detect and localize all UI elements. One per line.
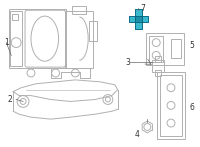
Text: 2: 2 <box>8 95 13 104</box>
Bar <box>149 36 163 62</box>
Text: 4: 4 <box>135 130 140 139</box>
Bar <box>152 60 164 72</box>
Text: 7: 7 <box>140 4 145 13</box>
Text: 3: 3 <box>125 58 130 67</box>
Bar <box>135 16 142 22</box>
Bar <box>157 72 185 139</box>
Bar <box>135 9 142 29</box>
Bar <box>129 16 148 22</box>
Bar <box>160 75 182 136</box>
Bar <box>171 39 181 58</box>
Bar <box>89 21 97 41</box>
Bar <box>12 14 18 20</box>
Bar <box>155 56 161 62</box>
Bar <box>135 9 142 29</box>
Text: 6: 6 <box>189 103 194 112</box>
Text: 5: 5 <box>189 41 194 50</box>
Bar <box>65 11 93 68</box>
Bar <box>129 16 148 22</box>
Bar <box>9 9 66 68</box>
Bar <box>72 6 86 14</box>
Bar <box>146 33 184 65</box>
Text: 1: 1 <box>4 38 9 47</box>
Bar <box>155 70 161 76</box>
Bar <box>10 11 22 66</box>
